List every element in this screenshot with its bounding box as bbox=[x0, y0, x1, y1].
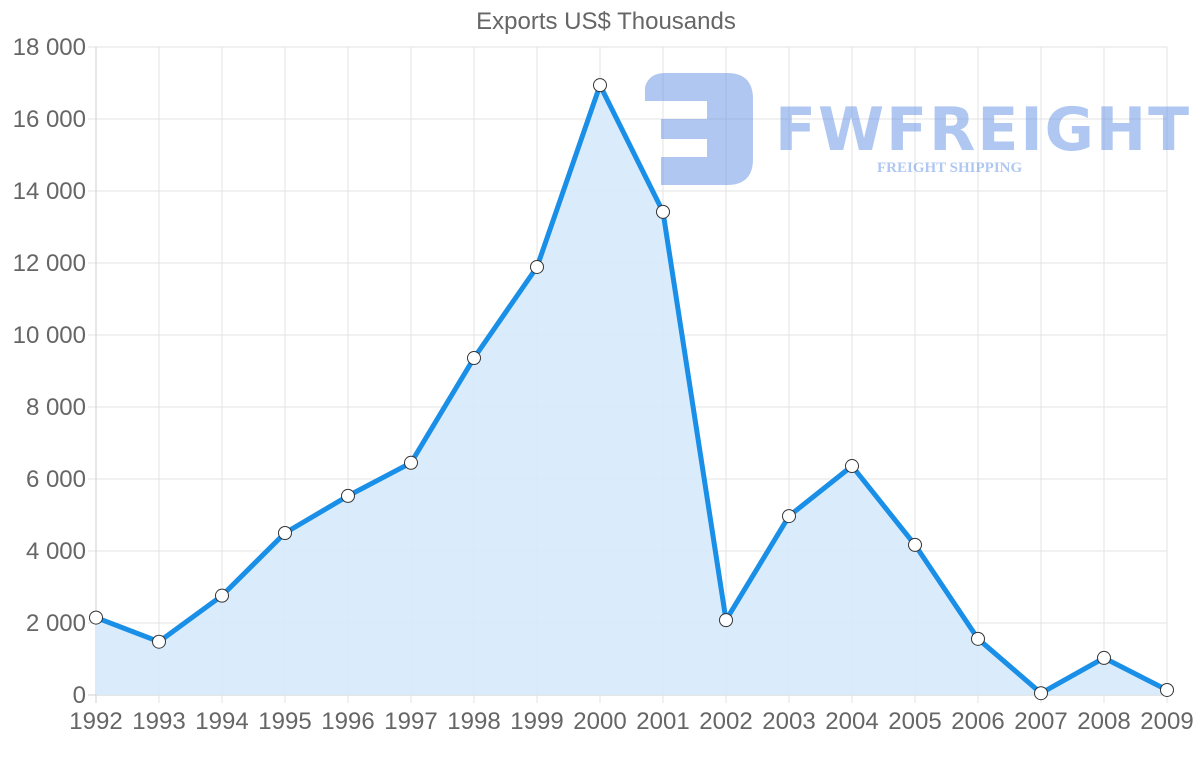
x-tick-label: 1997 bbox=[384, 708, 437, 735]
series-area-fill bbox=[96, 85, 1167, 695]
y-tick-label: 10 000 bbox=[13, 322, 86, 349]
x-tick-label: 2006 bbox=[951, 708, 1004, 735]
x-tick-label: 2008 bbox=[1077, 708, 1130, 735]
data-point[interactable] bbox=[341, 488, 355, 503]
data-point[interactable] bbox=[971, 631, 985, 646]
series-line bbox=[95, 82, 1169, 696]
data-point[interactable] bbox=[782, 509, 796, 524]
x-tick-label: 2004 bbox=[825, 708, 878, 735]
data-point[interactable] bbox=[89, 610, 103, 625]
data-point[interactable] bbox=[278, 526, 292, 540]
data-point[interactable] bbox=[719, 613, 733, 628]
x-tick-label: 2009 bbox=[1140, 708, 1193, 735]
y-tick-label: 4 000 bbox=[26, 538, 86, 565]
y-axis: 0 2 000 4 000 6 000 8 000 10 000 12 000 14 000 1… bbox=[13, 34, 86, 709]
data-point[interactable] bbox=[530, 259, 544, 274]
data-point[interactable] bbox=[467, 351, 481, 366]
x-tick-label: 1994 bbox=[195, 708, 248, 735]
data-point[interactable] bbox=[152, 634, 166, 649]
data-point[interactable] bbox=[656, 204, 670, 219]
data-point[interactable] bbox=[1034, 686, 1048, 701]
x-tick-label: 2000 bbox=[573, 708, 626, 735]
data-point[interactable] bbox=[1160, 682, 1174, 697]
x-tick-label: 1993 bbox=[132, 708, 185, 735]
data-point[interactable] bbox=[845, 459, 859, 474]
x-tick-label: 2003 bbox=[762, 708, 815, 735]
x-tick-label: 1995 bbox=[258, 708, 311, 735]
x-tick-label: 1996 bbox=[321, 708, 374, 735]
x-axis: 1992 1993 1994 1995 1996 1997 1998 1999 2000 2001… bbox=[69, 708, 1193, 735]
x-tick-label: 2005 bbox=[888, 708, 941, 735]
y-tick-label: 8 000 bbox=[26, 394, 86, 421]
data-point-markers bbox=[89, 78, 1174, 701]
data-point[interactable] bbox=[908, 537, 922, 552]
data-point[interactable] bbox=[215, 588, 229, 603]
y-tick-label: 16 000 bbox=[13, 106, 86, 133]
data-point[interactable] bbox=[404, 455, 418, 470]
data-point[interactable] bbox=[593, 78, 607, 93]
x-tick-label: 2007 bbox=[1014, 708, 1067, 735]
y-tick-label: 12 000 bbox=[13, 250, 86, 277]
x-tick-label: 2001 bbox=[636, 708, 689, 735]
data-point[interactable] bbox=[1097, 650, 1111, 665]
y-tick-label: 6 000 bbox=[26, 466, 86, 493]
y-tick-label: 0 bbox=[73, 682, 86, 709]
y-tick-label: 18 000 bbox=[13, 34, 86, 61]
y-tick-label: 14 000 bbox=[13, 178, 86, 205]
x-tick-label: 1999 bbox=[510, 708, 563, 735]
x-tick-label: 2002 bbox=[699, 708, 752, 735]
x-tick-label: 1992 bbox=[69, 708, 122, 735]
x-tick-label: 1998 bbox=[447, 708, 500, 735]
y-tick-label: 2 000 bbox=[26, 610, 86, 637]
chart-title: Exports US$ Thousands bbox=[476, 8, 736, 35]
